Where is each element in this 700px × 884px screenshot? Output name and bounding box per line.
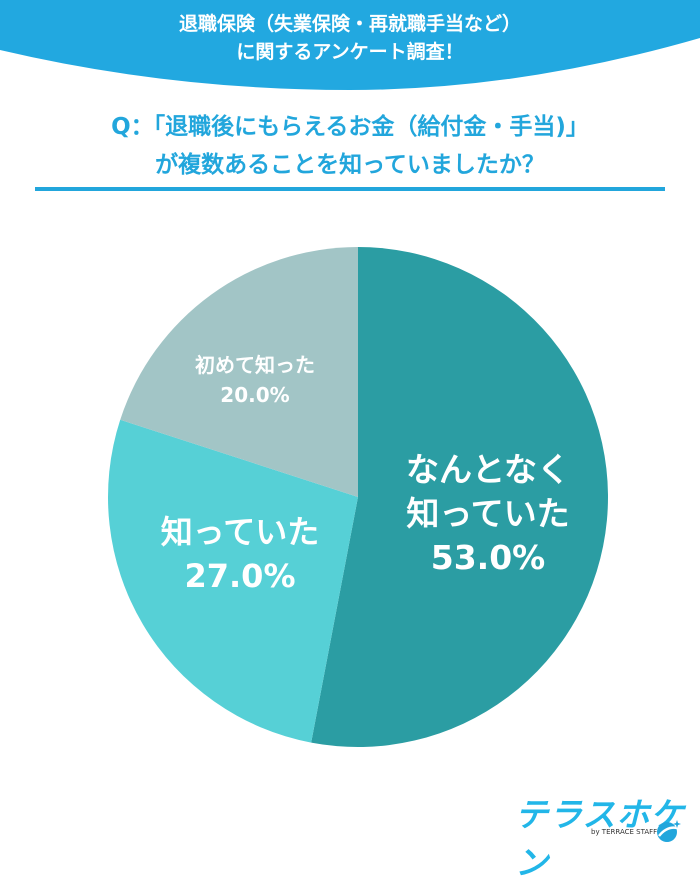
pie-slice [120, 247, 358, 497]
label-knew: 知っていた 27.0% [130, 510, 350, 598]
header-line-2: に関するアンケート調査！ [236, 41, 464, 63]
label-value: 20.0% [220, 383, 290, 407]
logo-subtext: by TERRACE STAFF [591, 828, 658, 836]
logo-swirl-icon [657, 820, 681, 842]
header-line-1: 退職保険（失業保険・再就職手当など） [178, 13, 521, 35]
pie-chart [107, 247, 608, 747]
pie-slice [311, 247, 608, 747]
question-line-2: が複数あることを知っていましたか？ [155, 152, 545, 178]
label-text: 知っていた [160, 513, 320, 551]
label-value: 53.0% [430, 538, 546, 577]
brand-logo: テラスホケン by TERRACE STAFF [515, 788, 700, 884]
header-banner [0, 0, 700, 90]
pie-slice [107, 419, 359, 743]
header-title: 退職保険（失業保険・再就職手当など） に関するアンケート調査！ [0, 10, 700, 66]
label-somewhat-knew: なんとなく 知っていた 53.0% [378, 448, 598, 580]
label-first-time: 初めて知った 20.0% [155, 350, 355, 410]
label-text: 知っていた [406, 494, 570, 533]
divider [35, 187, 665, 191]
label-text: 初めて知った [195, 353, 315, 377]
label-value: 27.0% [184, 557, 296, 595]
question-line-1: Q：「退職後にもらえるお金（給付金・手当)」 [111, 114, 589, 140]
question-title: Q：「退職後にもらえるお金（給付金・手当)」 が複数あることを知っていましたか？ [0, 108, 700, 184]
label-text: なんとなく [405, 450, 570, 489]
